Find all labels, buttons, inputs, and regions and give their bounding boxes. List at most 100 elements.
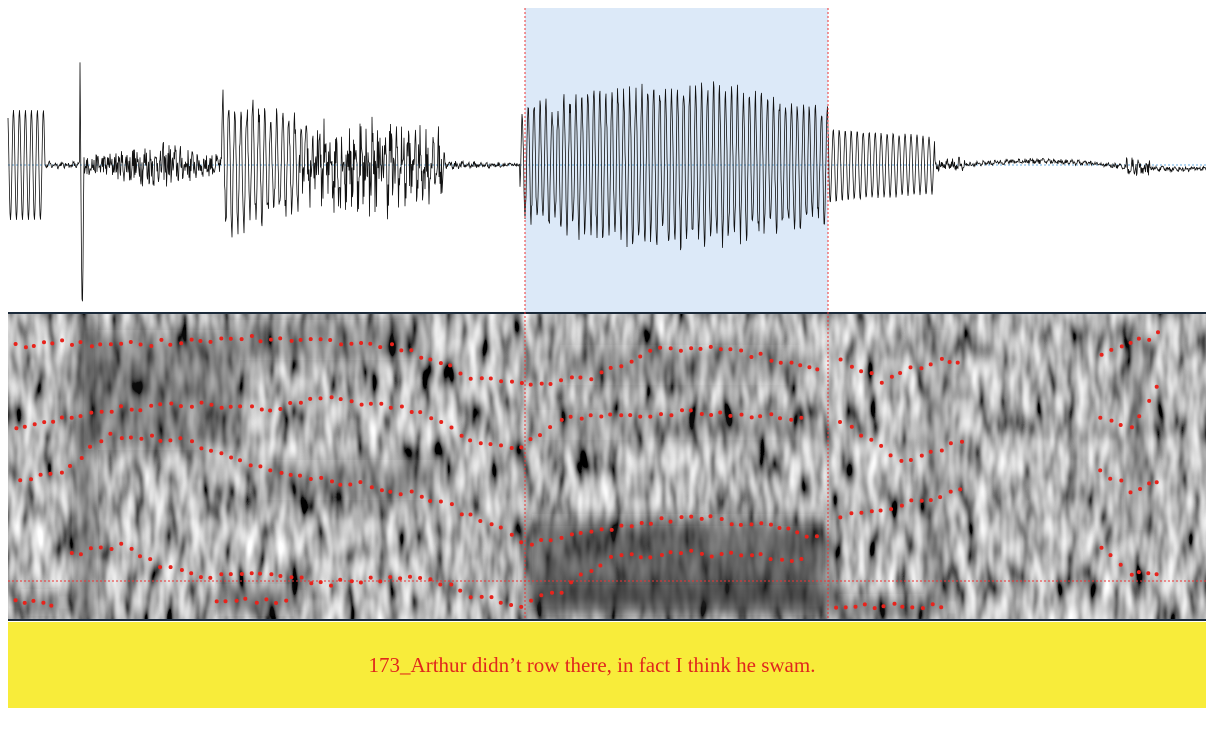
formant-dot (490, 522, 494, 526)
formant-dot (330, 479, 334, 483)
formant-dot (880, 381, 884, 385)
formant-dot (418, 576, 422, 580)
formant-dot (619, 364, 623, 368)
formant-dot (60, 338, 64, 342)
formant-dot (570, 532, 574, 536)
formant-dot (469, 513, 473, 517)
formant-dot (560, 418, 564, 422)
formant-dot (956, 361, 960, 365)
formant-dot (359, 341, 363, 345)
formant-dot (378, 579, 382, 583)
formant-dot (448, 363, 452, 367)
formant-dot (510, 533, 514, 537)
formant-dot (669, 550, 673, 554)
formant-dot (380, 488, 384, 492)
formant-dot (60, 416, 64, 420)
formant-dot (648, 415, 652, 419)
formant-dot (790, 559, 794, 563)
formant-dot (220, 406, 224, 410)
formant-dot (648, 555, 652, 559)
energy-band (530, 585, 830, 615)
formant-dot (280, 471, 284, 475)
formant-dot (130, 547, 134, 551)
formant-dot (138, 554, 142, 558)
formant-dot (958, 487, 962, 491)
formant-dot (1108, 477, 1112, 481)
formant-dot (39, 473, 43, 477)
formant-dot (628, 413, 632, 417)
formant-dot (499, 526, 503, 530)
formant-dot (499, 601, 503, 605)
formant-dot (1137, 414, 1141, 418)
formant-dot (41, 601, 45, 605)
formant-dot (278, 407, 282, 411)
formant-dot (630, 360, 634, 364)
formant-dot (759, 552, 763, 556)
formant-dot (929, 450, 933, 454)
formant-dot (319, 580, 323, 584)
formant-dot (1130, 573, 1134, 577)
formant-dot (119, 404, 123, 408)
formant-dot (815, 534, 819, 538)
formant-dot (529, 599, 533, 603)
formant-dot (709, 514, 713, 518)
formant-dot (921, 606, 925, 610)
formant-dot (150, 434, 154, 438)
formant-dot (478, 519, 482, 523)
formant-dot (309, 581, 313, 585)
formant-dot (658, 346, 662, 350)
formant-dot (660, 553, 664, 557)
formant-dot (539, 593, 543, 597)
formant-dot (480, 376, 484, 380)
formant-dot (854, 605, 858, 609)
formant-dot (610, 528, 614, 532)
formant-dot (550, 591, 554, 595)
formant-dot (119, 342, 123, 346)
formant-dot (559, 378, 563, 382)
formant-dot (659, 412, 663, 416)
formant-dot (50, 341, 54, 345)
formant-dot (330, 395, 334, 399)
formant-dot (909, 365, 913, 369)
formant-dot (948, 360, 952, 364)
formant-dot (429, 416, 433, 420)
formant-dot (1098, 468, 1102, 472)
formant-dot (640, 521, 644, 525)
formant-dot (168, 343, 172, 347)
formant-dot (179, 341, 183, 345)
formant-dot (728, 414, 732, 418)
formant-dot (815, 367, 819, 371)
formant-dot (669, 346, 673, 350)
formant-dot (538, 433, 542, 437)
formant-dot (389, 406, 393, 410)
formant-dot (1147, 399, 1151, 403)
formant-dot (669, 413, 673, 417)
formant-dot (79, 552, 83, 556)
formant-dot (1130, 425, 1134, 429)
formant-dot (219, 337, 223, 341)
formant-dot (24, 345, 28, 349)
formant-dot (679, 349, 683, 353)
formant-dot (709, 413, 713, 417)
energy-band (260, 460, 440, 500)
formant-dot (328, 338, 332, 342)
formant-dot (329, 584, 333, 588)
formant-dot (529, 383, 533, 387)
formant-dot (799, 557, 803, 561)
formant-dot (1119, 563, 1123, 567)
formant-dot (589, 530, 593, 534)
formant-dot (719, 347, 723, 351)
formant-dot (89, 546, 93, 550)
formant-dot (580, 417, 584, 421)
formant-dot (319, 337, 323, 341)
formant-dot (199, 446, 203, 450)
formant-dot (450, 502, 454, 506)
formant-dot (339, 342, 343, 346)
formant-dot (255, 601, 259, 605)
formant-dot (235, 599, 239, 603)
formant-dot (60, 471, 64, 475)
formant-dot (229, 572, 233, 576)
formant-dot (399, 348, 403, 352)
formant-dot (778, 416, 782, 420)
formant-dot (750, 553, 754, 557)
